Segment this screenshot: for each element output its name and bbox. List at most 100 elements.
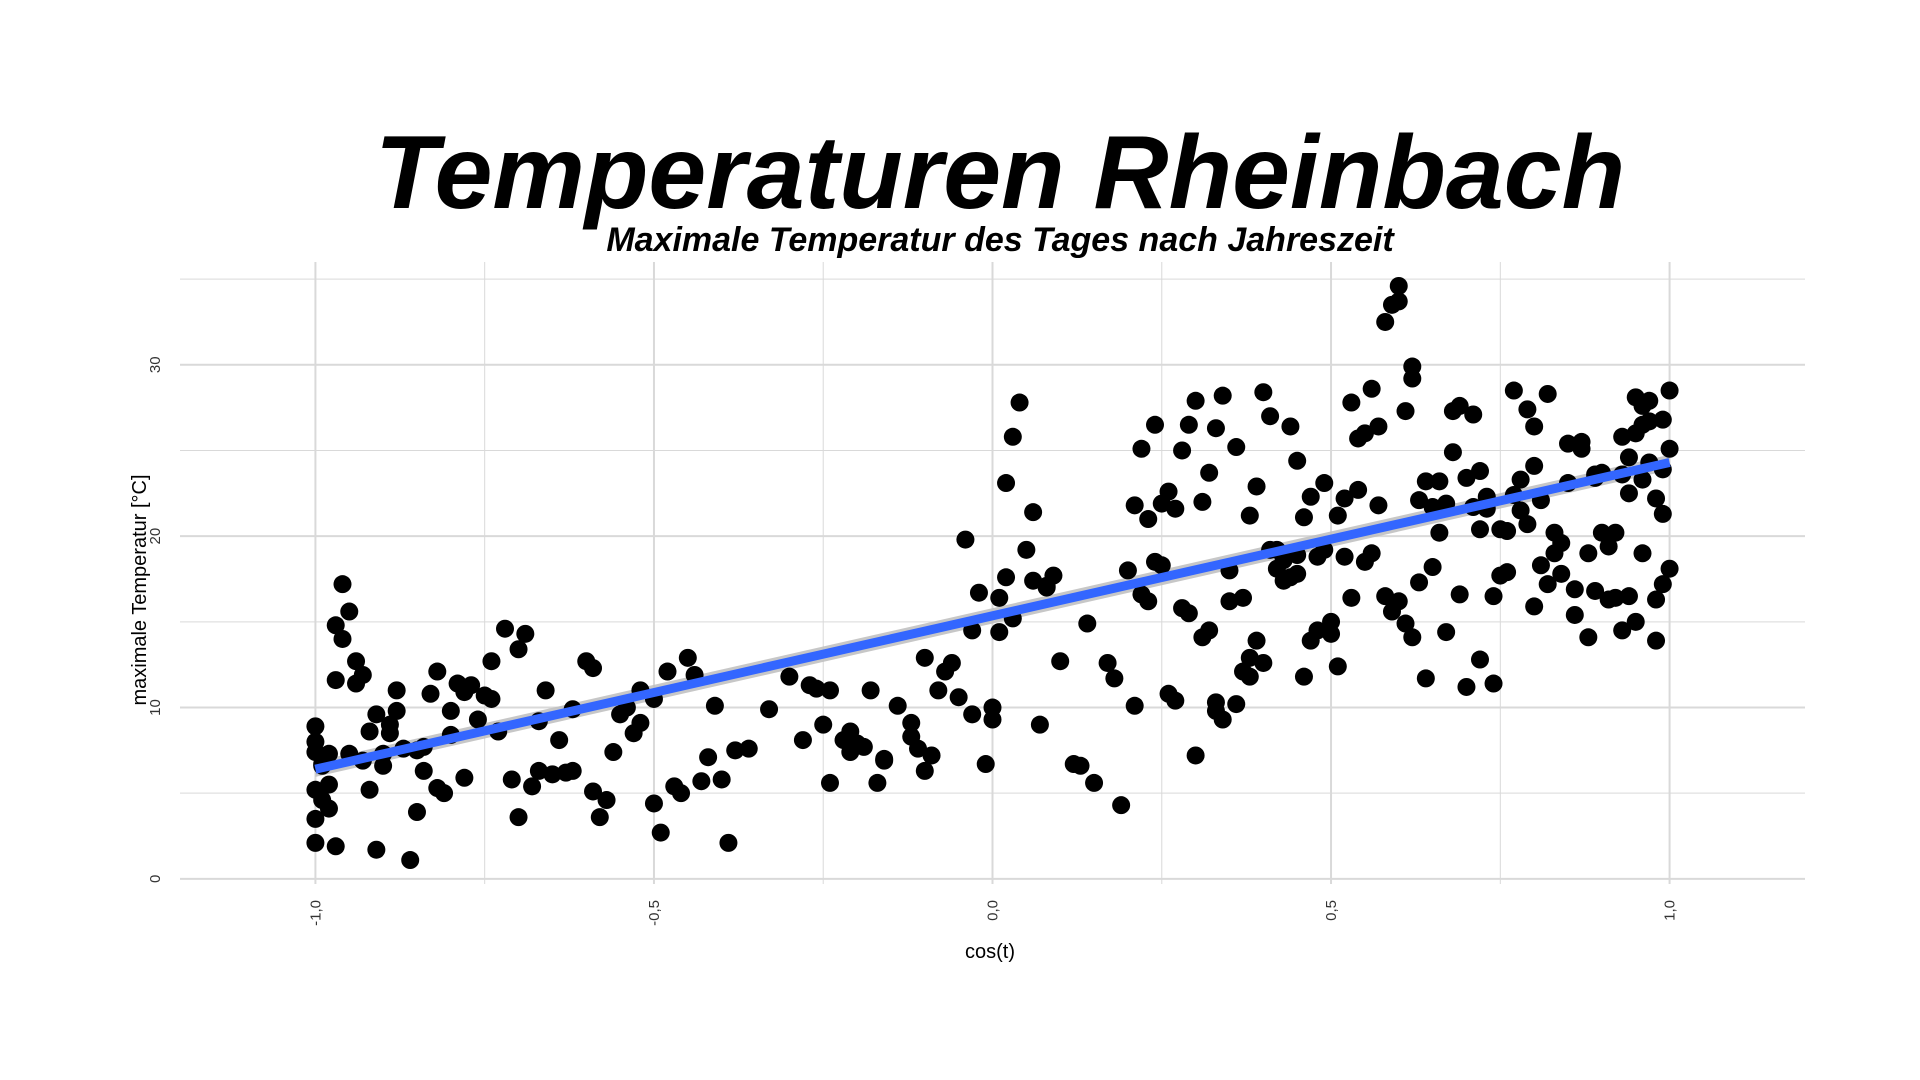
data-point bbox=[326, 837, 345, 856]
data-point bbox=[1484, 587, 1503, 606]
data-point bbox=[726, 741, 745, 760]
data-point bbox=[1619, 587, 1638, 606]
data-point bbox=[1044, 566, 1063, 585]
data-point bbox=[1396, 402, 1415, 421]
data-point bbox=[1511, 501, 1530, 520]
data-point bbox=[584, 782, 603, 801]
data-point bbox=[1382, 295, 1401, 314]
data-point bbox=[1078, 614, 1097, 633]
data-point bbox=[780, 667, 799, 686]
data-point bbox=[1653, 575, 1672, 594]
y-tick-label: 20 bbox=[147, 528, 164, 545]
data-point bbox=[1003, 427, 1022, 446]
data-point bbox=[523, 777, 542, 796]
data-point bbox=[584, 659, 603, 678]
data-point bbox=[1179, 604, 1198, 623]
data-point bbox=[462, 676, 481, 695]
data-point bbox=[719, 833, 738, 852]
data-point bbox=[1173, 441, 1192, 460]
data-point bbox=[1294, 508, 1313, 527]
data-point bbox=[1376, 587, 1395, 606]
data-point bbox=[1403, 369, 1422, 388]
x-tick-label: 1,0 bbox=[1662, 900, 1679, 921]
data-point bbox=[1139, 510, 1158, 529]
data-point bbox=[1247, 631, 1266, 650]
data-point bbox=[509, 640, 528, 659]
data-point bbox=[1606, 588, 1625, 607]
data-point bbox=[428, 662, 447, 681]
data-point bbox=[692, 772, 711, 791]
data-point bbox=[1125, 496, 1144, 515]
data-point bbox=[1565, 580, 1584, 599]
data-point bbox=[502, 770, 521, 789]
data-point bbox=[319, 775, 338, 794]
data-point bbox=[1186, 746, 1205, 765]
data-point bbox=[807, 679, 826, 698]
data-point bbox=[1647, 489, 1666, 508]
data-point bbox=[1342, 393, 1361, 412]
data-point bbox=[997, 474, 1016, 493]
y-axis-label: maximale Temperatur [°C] bbox=[129, 474, 151, 705]
data-point bbox=[1349, 429, 1368, 448]
data-point bbox=[1471, 462, 1489, 481]
data-point bbox=[353, 665, 372, 684]
data-point bbox=[1017, 540, 1036, 559]
data-point bbox=[1071, 756, 1090, 775]
data-point bbox=[1518, 515, 1537, 534]
data-point bbox=[1301, 487, 1320, 506]
data-point bbox=[374, 756, 393, 775]
data-point bbox=[1457, 468, 1476, 487]
x-tick-label: -1,0 bbox=[307, 900, 324, 926]
data-point bbox=[672, 784, 691, 803]
data-point bbox=[516, 624, 535, 643]
data-point bbox=[1328, 657, 1347, 676]
data-point bbox=[387, 681, 406, 700]
data-point bbox=[949, 688, 968, 707]
data-point bbox=[407, 803, 426, 822]
data-point bbox=[1125, 696, 1144, 715]
data-point bbox=[1592, 523, 1611, 542]
data-point bbox=[1288, 451, 1307, 470]
data-point bbox=[1660, 439, 1679, 458]
data-point bbox=[1437, 623, 1456, 642]
data-point bbox=[1322, 612, 1341, 631]
data-point bbox=[1633, 470, 1652, 489]
data-point bbox=[1464, 405, 1483, 424]
data-point bbox=[1430, 523, 1449, 542]
data-point bbox=[875, 751, 894, 770]
data-point bbox=[1247, 477, 1266, 496]
data-point bbox=[1369, 417, 1388, 436]
x-axis-label: cos(t) bbox=[965, 941, 1015, 963]
data-point bbox=[1098, 653, 1117, 672]
data-point bbox=[678, 648, 697, 667]
data-point bbox=[1024, 571, 1043, 590]
data-point bbox=[983, 710, 1002, 729]
data-point bbox=[326, 671, 345, 690]
chart-subtitle: Maximale Temperatur des Tages nach Jahre… bbox=[606, 221, 1395, 259]
data-point bbox=[1227, 438, 1246, 457]
data-point bbox=[1579, 628, 1598, 647]
data-point bbox=[956, 530, 975, 549]
data-point bbox=[1525, 456, 1544, 475]
data-point bbox=[333, 575, 352, 594]
data-point bbox=[1619, 448, 1638, 467]
data-point bbox=[760, 700, 779, 719]
data-point bbox=[1565, 605, 1584, 624]
data-point bbox=[1633, 544, 1652, 563]
data-point bbox=[590, 808, 609, 827]
data-point bbox=[1647, 590, 1666, 609]
data-point bbox=[1240, 667, 1259, 686]
data-point bbox=[319, 744, 338, 763]
data-point bbox=[319, 799, 338, 818]
data-point bbox=[997, 568, 1016, 587]
data-point bbox=[1335, 547, 1354, 566]
y-tick-label: 0 bbox=[147, 875, 164, 883]
x-axis-ticks: -1,0 -0,5 0,0 0,5 1,0 bbox=[307, 900, 1678, 926]
data-point bbox=[1376, 312, 1395, 331]
data-point bbox=[888, 696, 907, 715]
data-point bbox=[340, 602, 359, 621]
data-point bbox=[1606, 523, 1625, 542]
data-point bbox=[1559, 434, 1578, 453]
x-tick-label: -0,5 bbox=[646, 900, 663, 926]
regression-line bbox=[314, 458, 1671, 774]
